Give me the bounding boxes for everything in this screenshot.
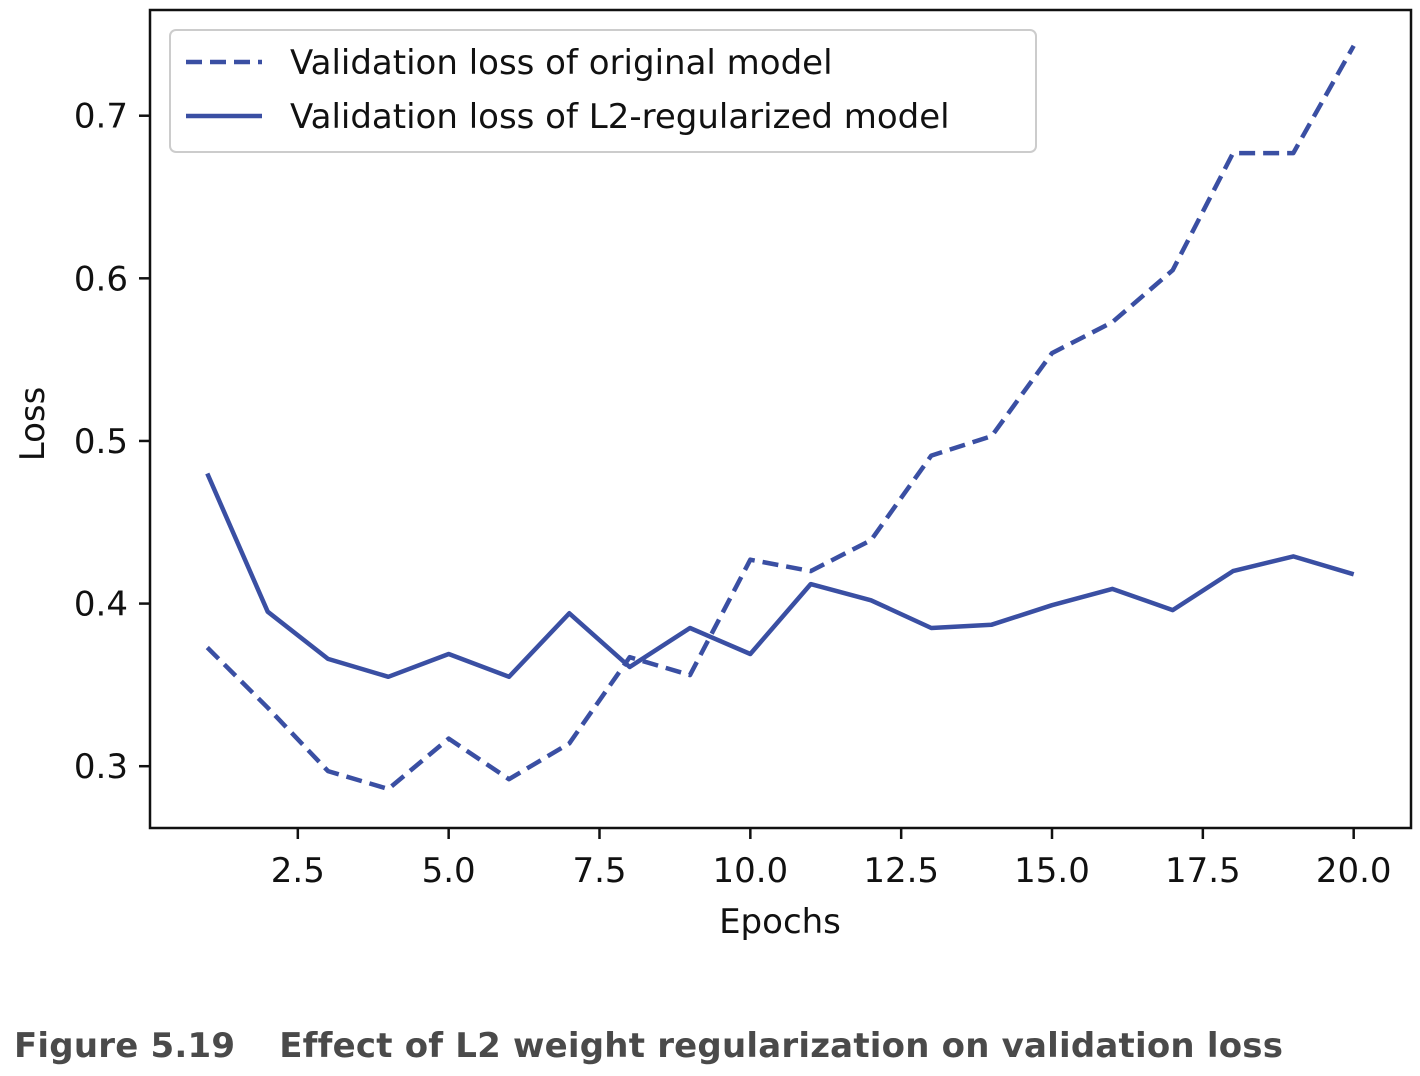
line-chart: 2.5 5.0 7.5 10.0 12.5 15.0 17.5 20.0 0.30.40.50… [13,8,1413,942]
y-tick-label: 0.6 [74,259,128,299]
x-tick-label: 20.0 [1316,851,1392,891]
series-line-l2-model [205,472,1355,680]
figure-number: Figure 5.19 [14,1026,236,1066]
x-tick-label: 2.5 [271,851,325,891]
x-tick-label: 7.5 [572,851,626,891]
y-tick-label: 0.3 [74,747,128,787]
y-tick-label: 0.5 [74,422,128,462]
x-tick-label: 10.0 [712,851,788,891]
series-line-original-model [205,44,1356,792]
x-axis-label: Epochs [719,902,841,942]
y-axis-label: Loss [13,387,53,462]
x-tick-label: 12.5 [863,851,939,891]
legend: Validation loss of original model Valida… [169,29,1037,153]
x-tick-label: 17.5 [1165,851,1241,891]
y-tick-label: 0.4 [74,585,128,625]
legend-label-original: Validation loss of original model [290,43,833,83]
x-tick-label: 5.0 [422,851,476,891]
axis-ticks [139,114,1355,839]
legend-label-l2: Validation loss of L2-regularized model [290,97,950,137]
x-tick-labels: 2.5 5.0 7.5 10.0 12.5 15.0 17.5 20.0 [271,851,1392,891]
x-tick-label: 15.0 [1014,851,1090,891]
y-tick-labels: 0.3 0.4 0.5 0.6 0.7 [74,97,128,787]
figure-caption-text: Effect of L2 weight regularization on va… [279,1026,1284,1066]
series-lines [205,44,1356,792]
plot-frame [148,8,1413,830]
figure-caption: Figure 5.19 Effect of L2 weight regulariz… [14,1026,1283,1066]
y-tick-label: 0.7 [74,97,128,137]
legend-box [169,29,1037,153]
